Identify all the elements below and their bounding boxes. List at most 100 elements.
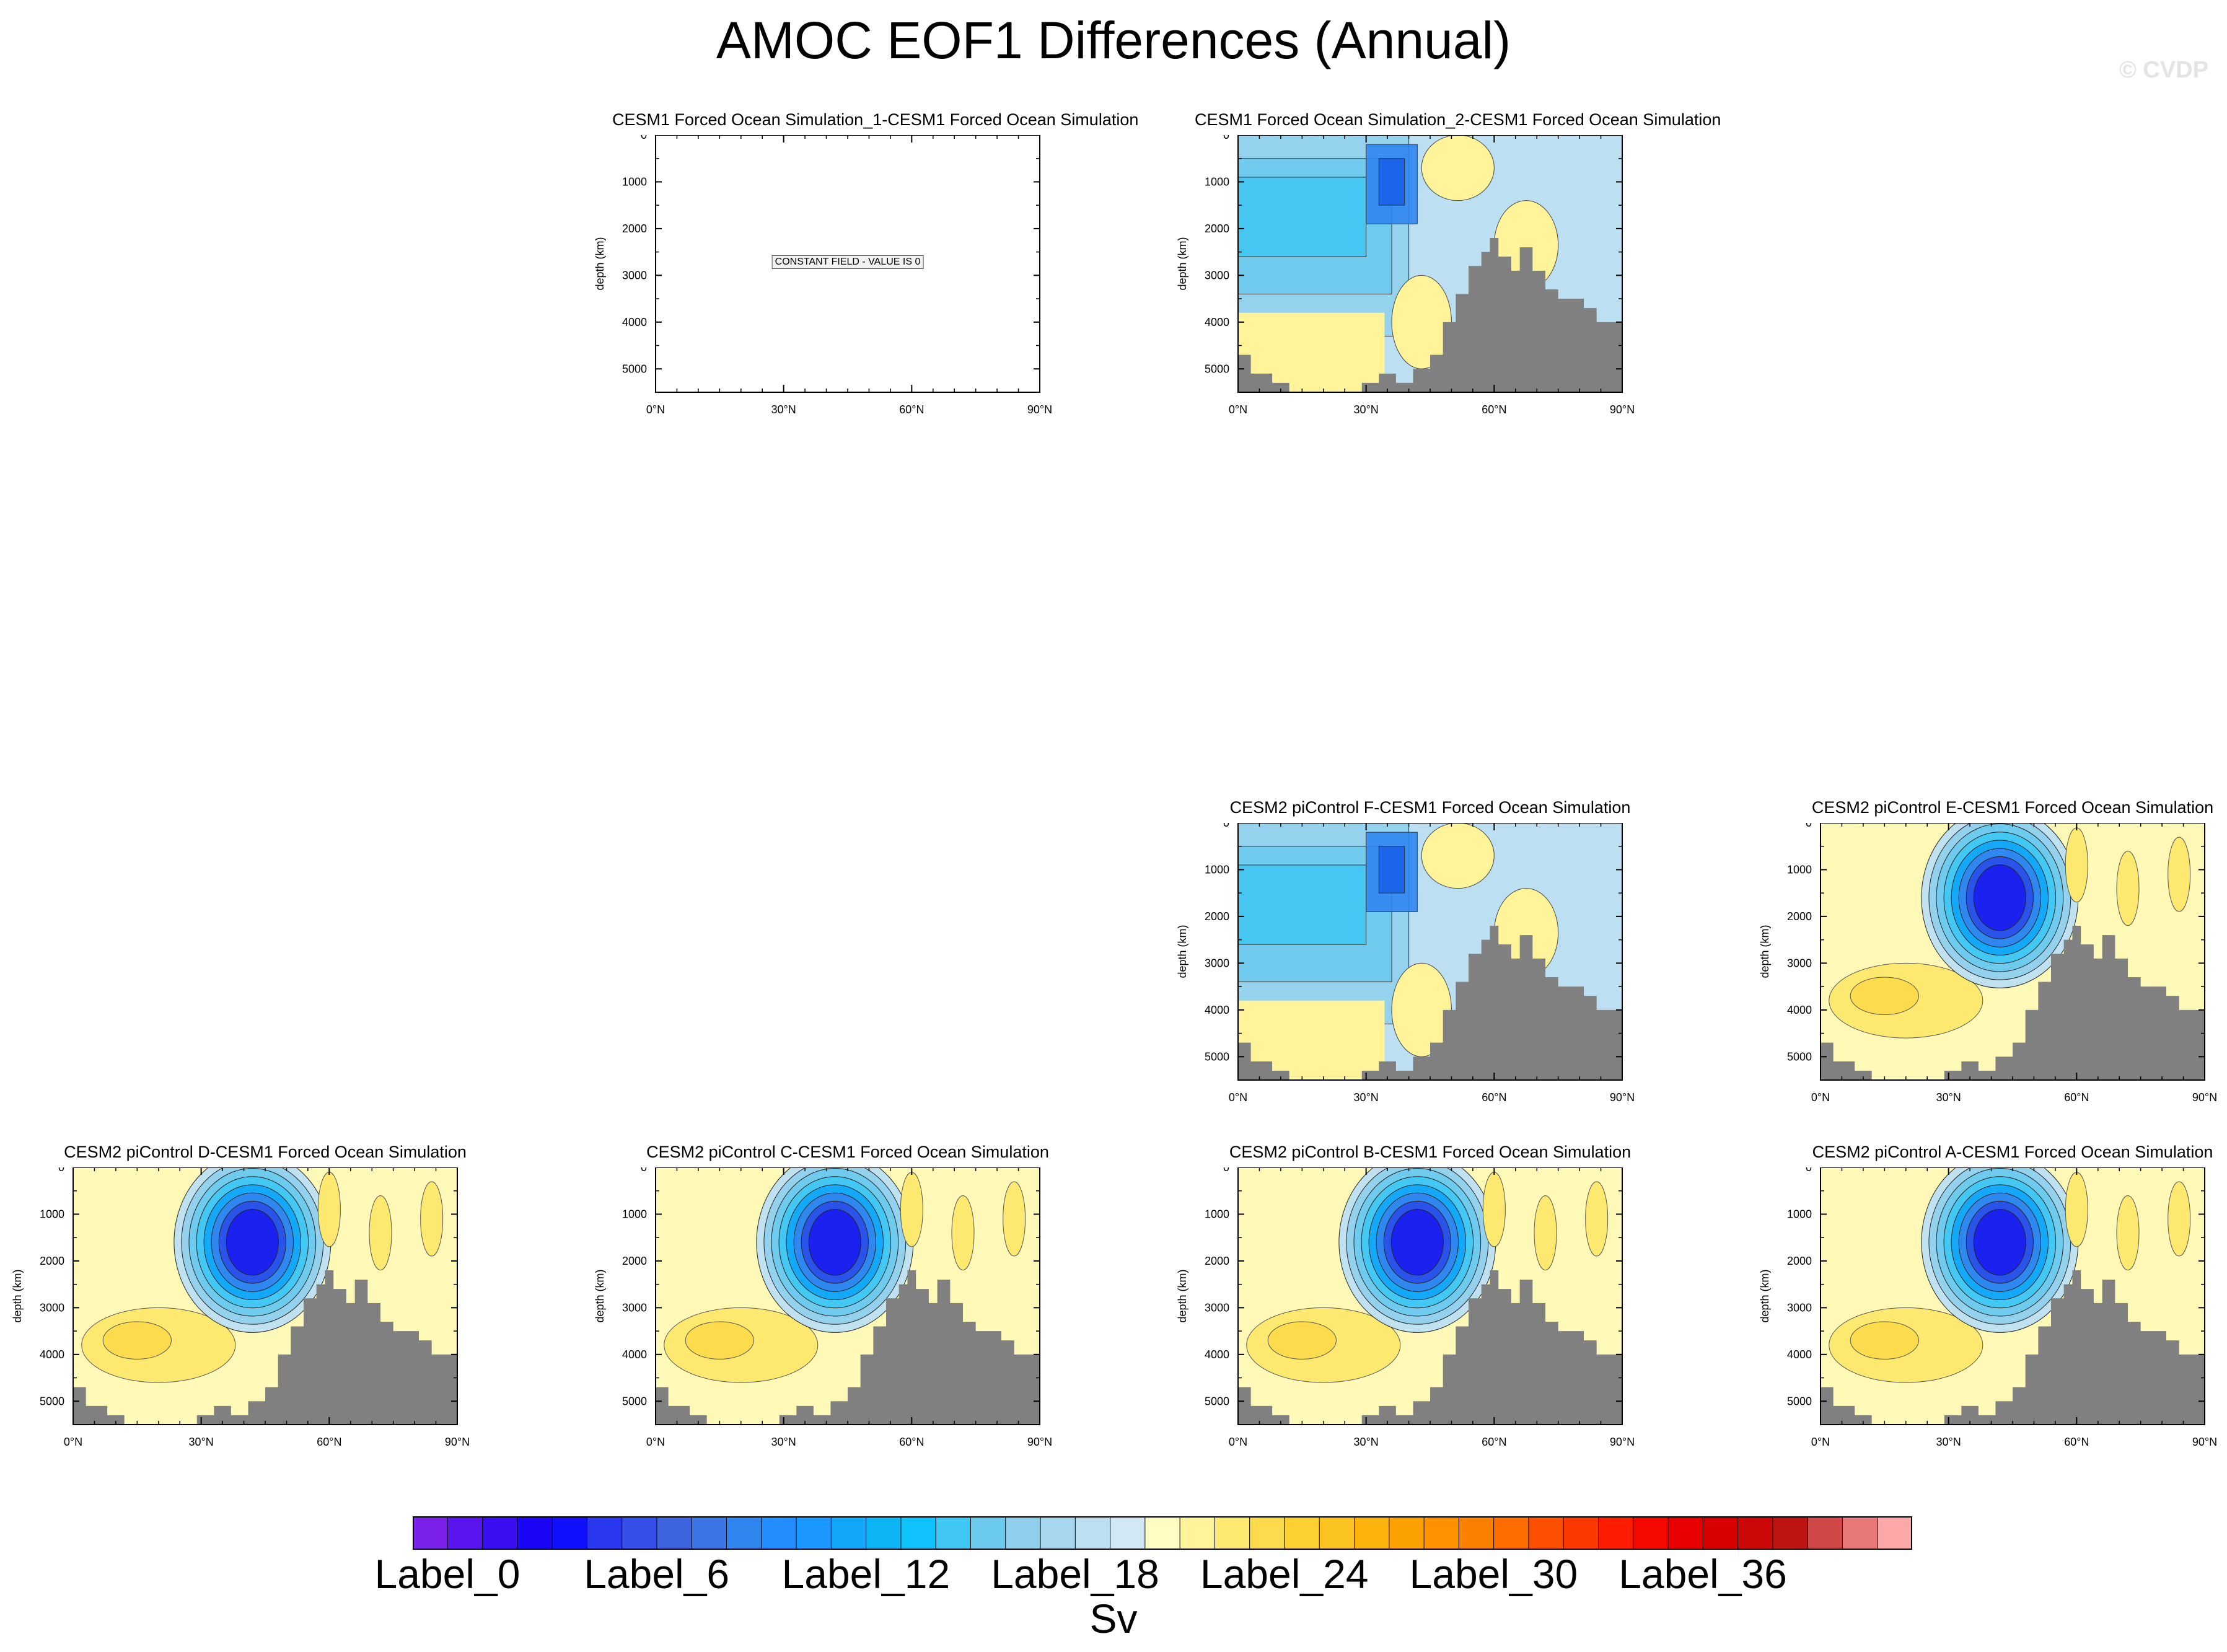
y-tick-label: 5000: [622, 362, 647, 375]
y-tick-label: 2000: [622, 1255, 647, 1267]
colorbar-box: [692, 1516, 727, 1550]
colorbar-box: [936, 1516, 971, 1550]
colorbar-box: [1563, 1516, 1599, 1550]
panel-plot: 0 1000 2000 3000 4000 5000 0°N 30°N 60°N 90°N dept…: [1176, 1167, 1635, 1448]
y-tick-label: 0: [1223, 823, 1229, 829]
bathymetry: [1821, 1270, 2205, 1425]
colorbar-box: [1703, 1516, 1739, 1550]
y-tick-label: 1000: [1787, 863, 1812, 876]
y-tick-label: 2000: [1787, 910, 1812, 923]
y-tick-label: 2000: [1205, 910, 1229, 923]
x-tick-label: 60°N: [1482, 1091, 1506, 1104]
bathymetry: [1238, 238, 1622, 392]
panel-title: CESM1 Forced Ocean Simulation_1-CESM1 Fo…: [612, 110, 1139, 129]
y-tick-label: 0: [1223, 1167, 1229, 1174]
y-tick-label: 1000: [1205, 1208, 1229, 1220]
x-tick-label: 30°N: [1936, 1436, 1961, 1448]
x-tick-label: 0°N: [1811, 1091, 1830, 1104]
bathymetry: [1821, 926, 2205, 1080]
x-tick-label: 60°N: [899, 403, 924, 416]
x-tick-label: 60°N: [899, 1436, 924, 1448]
panel-title: CESM2 piControl E-CESM1 Forced Ocean Sim…: [1811, 798, 2214, 817]
y-axis-label: depth (km): [1176, 925, 1188, 978]
y-tick-label: 3000: [1787, 1301, 1812, 1314]
colorbar-box: [1668, 1516, 1703, 1550]
figure-title: AMOC EOF1 Differences (Annual): [716, 11, 1511, 69]
amoc-panel: CESM2 piControl D-CESM1 Forced Ocean Sim…: [0, 1143, 470, 1448]
colorbar-box: [1598, 1516, 1634, 1550]
colorbar-box: [517, 1516, 553, 1550]
y-axis-label: depth (km): [11, 1269, 24, 1322]
x-tick-label: 90°N: [1027, 1436, 1052, 1448]
y-axis-label: depth (km): [1759, 1269, 1771, 1322]
colorbar-box: [482, 1516, 518, 1550]
colorbar-box: [831, 1516, 867, 1550]
y-tick-label: 5000: [1205, 1050, 1229, 1063]
x-tick-label: 0°N: [1229, 1436, 1247, 1448]
y-tick-label: 0: [641, 1167, 647, 1174]
colorbar-box: [1633, 1516, 1669, 1550]
colorbar-label: Label_24: [1200, 1551, 1369, 1597]
bathymetry: [1238, 926, 1622, 1080]
colorbar-box: [1459, 1516, 1495, 1550]
x-tick-label: 90°N: [1610, 1436, 1635, 1448]
x-tick-label: 90°N: [1610, 403, 1635, 416]
x-tick-label: 60°N: [2064, 1436, 2089, 1448]
y-tick-label: 5000: [622, 1395, 647, 1407]
y-tick-label: 4000: [1205, 316, 1229, 328]
panel-plot: 0 1000 2000 3000 4000 5000 0°N 30°N 60°N 90°N dept…: [11, 1167, 470, 1448]
panel-title: CESM2 piControl B-CESM1 Forced Ocean Sim…: [1229, 1143, 1632, 1161]
colorbar-box: [1737, 1516, 1773, 1550]
bathymetry: [1238, 1270, 1622, 1425]
y-tick-label: 1000: [1787, 1208, 1812, 1220]
colorbar-label: Label_0: [374, 1551, 521, 1597]
colorbar-box: [1493, 1516, 1529, 1550]
y-axis-label: depth (km): [594, 237, 606, 290]
y-tick-label: 4000: [1787, 1004, 1812, 1016]
colorbar-box: [900, 1516, 936, 1550]
amoc-panel: CESM2 piControl F-CESM1 Forced Ocean Sim…: [1151, 798, 1635, 1104]
y-tick-label: 4000: [1205, 1004, 1229, 1016]
x-tick-label: 60°N: [1482, 403, 1506, 416]
y-tick-label: 2000: [1787, 1255, 1812, 1267]
colorbar-box: [761, 1516, 797, 1550]
x-tick-label: 0°N: [1229, 403, 1247, 416]
panel-plot: 0 1000 2000 3000 4000 5000 0°N 30°N 60°N 90°N dept…: [1759, 823, 2217, 1104]
x-tick-label: 30°N: [771, 403, 796, 416]
y-tick-label: 0: [1806, 823, 1812, 829]
x-tick-label: 30°N: [189, 1436, 214, 1448]
amoc-panel: CESM2 piControl B-CESM1 Forced Ocean Sim…: [1151, 1143, 1635, 1448]
y-tick-label: 3000: [1787, 957, 1812, 969]
y-tick-label: 1000: [40, 1208, 64, 1220]
colorbar-box: [552, 1516, 587, 1550]
colorbar-units: Sv: [1089, 1596, 1138, 1641]
colorbar-box: [970, 1516, 1006, 1550]
amoc-panel: CESM1 Forced Ocean Simulation_1-CESM1 Fo…: [569, 110, 1138, 416]
y-tick-label: 5000: [1205, 1395, 1229, 1407]
colorbar-label: Label_18: [991, 1551, 1159, 1597]
constant-field-label: CONSTANT FIELD - VALUE IS 0: [771, 255, 924, 269]
x-tick-label: 90°N: [445, 1436, 470, 1448]
colorbar-box: [1144, 1516, 1180, 1550]
y-tick-label: 1000: [622, 1208, 647, 1220]
colorbar-box: [1215, 1516, 1250, 1550]
x-tick-label: 30°N: [1354, 1091, 1379, 1104]
amoc-panel: CESM1 Forced Ocean Simulation_2-CESM1 Fo…: [1151, 110, 1721, 416]
y-tick-label: 1000: [1205, 175, 1229, 188]
x-tick-label: 60°N: [1482, 1436, 1506, 1448]
bathymetry: [656, 1270, 1040, 1425]
colorbar-label: Label_36: [1619, 1551, 1787, 1597]
y-tick-label: 0: [58, 1167, 64, 1174]
colorbar-box: [622, 1516, 657, 1550]
panel-plot: 0 1000 2000 3000 4000 5000 0°N 30°N 60°N 90°N dept…: [1176, 823, 1635, 1104]
colorbar-box: [656, 1516, 692, 1550]
y-tick-label: 4000: [1205, 1348, 1229, 1361]
copyright-label: © CVDP: [2119, 57, 2208, 83]
panel-title: CESM2 piControl D-CESM1 Forced Ocean Sim…: [64, 1143, 467, 1161]
x-tick-label: 60°N: [2064, 1091, 2089, 1104]
panel-plot: 0 1000 2000 3000 4000 5000 0°N 30°N 60°N 90°N dept…: [594, 1167, 1052, 1448]
colorbar-box: [1005, 1516, 1041, 1550]
colorbar-label: Label_6: [584, 1551, 730, 1597]
colorbar-box: [1354, 1516, 1390, 1550]
x-tick-label: 90°N: [2192, 1436, 2217, 1448]
